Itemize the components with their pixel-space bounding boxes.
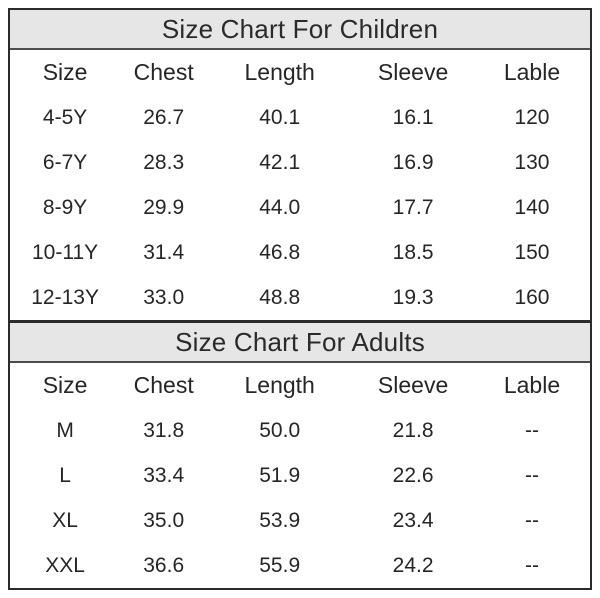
table-cell-length: 44.0 — [259, 196, 301, 219]
table-cell-lable: 150 — [514, 241, 550, 264]
table-cell-size: XXL — [45, 554, 85, 577]
table-cell-lable: 120 — [514, 106, 550, 129]
table-cell-chest: 33.4 — [143, 464, 185, 487]
table-cell-lable: 140 — [514, 196, 550, 219]
table-row: 8-9Y 29.9 44.0 17.7 140 — [10, 185, 590, 230]
table-cell-size: M — [56, 419, 74, 442]
table-cell-length: 51.9 — [259, 464, 301, 487]
adults-size-chart: Size Chart For Adults Size Chest Length … — [10, 320, 590, 588]
table-cell-lable: 160 — [514, 286, 550, 309]
table-cell-chest: 33.0 — [143, 286, 185, 309]
table-cell-chest: 36.6 — [143, 554, 185, 577]
table-cell-length: 53.9 — [259, 509, 301, 532]
table-row: XL 35.0 53.9 23.4 -- — [10, 498, 590, 543]
table-cell-size: 12-13Y — [31, 286, 99, 309]
table-row: L 33.4 51.9 22.6 -- — [10, 453, 590, 498]
table-row: 4-5Y 26.7 40.1 16.1 120 — [10, 95, 590, 140]
table-cell-sleeve: 23.4 — [392, 509, 434, 532]
column-header-length: Length — [244, 372, 315, 398]
column-header-lable: Lable — [503, 59, 561, 85]
table-cell-length: 50.0 — [259, 419, 301, 442]
table-cell-chest: 26.7 — [143, 106, 185, 129]
table-cell-lable: 130 — [514, 151, 550, 174]
table-row: 12-13Y 33.0 48.8 19.3 160 — [10, 275, 590, 320]
table-cell-chest: 35.0 — [143, 509, 185, 532]
table-cell-sleeve: 17.7 — [392, 196, 434, 219]
table-row: 6-7Y 28.3 42.1 16.9 130 — [10, 140, 590, 185]
table-cell-size: 6-7Y — [42, 151, 88, 174]
table-cell-length: 48.8 — [259, 286, 301, 309]
children-header-row: Size Chest Length Sleeve Lable — [10, 50, 590, 95]
column-header-chest: Chest — [133, 59, 194, 85]
table-cell-sleeve: 16.9 — [392, 151, 434, 174]
table-cell-chest: 28.3 — [143, 151, 185, 174]
adults-chart-title: Size Chart For Adults — [10, 323, 590, 363]
table-row: XXL 36.6 55.9 24.2 -- — [10, 543, 590, 588]
table-row: 10-11Y 31.4 46.8 18.5 150 — [10, 230, 590, 275]
column-header-size: Size — [42, 372, 88, 398]
children-size-chart: Size Chart For Children Size Chest Lengt… — [10, 10, 590, 320]
table-cell-sleeve: 19.3 — [392, 286, 434, 309]
table-cell-lable: -- — [524, 554, 539, 577]
table-cell-sleeve: 18.5 — [392, 241, 434, 264]
column-header-size: Size — [42, 59, 88, 85]
table-cell-chest: 31.4 — [143, 241, 185, 264]
table-row: M 31.8 50.0 21.8 -- — [10, 408, 590, 453]
table-cell-lable: -- — [524, 464, 539, 487]
table-cell-sleeve: 24.2 — [392, 554, 434, 577]
column-header-lable: Lable — [503, 372, 561, 398]
table-cell-size: 8-9Y — [42, 196, 88, 219]
table-cell-length: 40.1 — [259, 106, 301, 129]
column-header-sleeve: Sleeve — [377, 372, 449, 398]
table-cell-size: 10-11Y — [32, 241, 99, 264]
table-cell-chest: 31.8 — [143, 419, 185, 442]
table-cell-sleeve: 21.8 — [392, 419, 434, 442]
table-cell-size: XL — [52, 509, 78, 532]
table-cell-size: 4-5Y — [42, 106, 88, 129]
table-cell-chest: 29.9 — [143, 196, 185, 219]
table-cell-sleeve: 16.1 — [392, 106, 434, 129]
table-cell-lable: -- — [524, 509, 539, 532]
table-cell-length: 46.8 — [259, 241, 301, 264]
table-cell-sleeve: 22.6 — [392, 464, 434, 487]
column-header-length: Length — [244, 59, 315, 85]
column-header-sleeve: Sleeve — [377, 59, 449, 85]
table-cell-length: 55.9 — [259, 554, 301, 577]
children-chart-title: Size Chart For Children — [10, 10, 590, 50]
size-chart-frame: Size Chart For Children Size Chest Lengt… — [8, 8, 592, 590]
table-cell-lable: -- — [524, 419, 539, 442]
column-header-chest: Chest — [133, 372, 194, 398]
table-cell-length: 42.1 — [259, 151, 301, 174]
adults-header-row: Size Chest Length Sleeve Lable — [10, 363, 590, 408]
table-cell-size: L — [59, 464, 71, 487]
